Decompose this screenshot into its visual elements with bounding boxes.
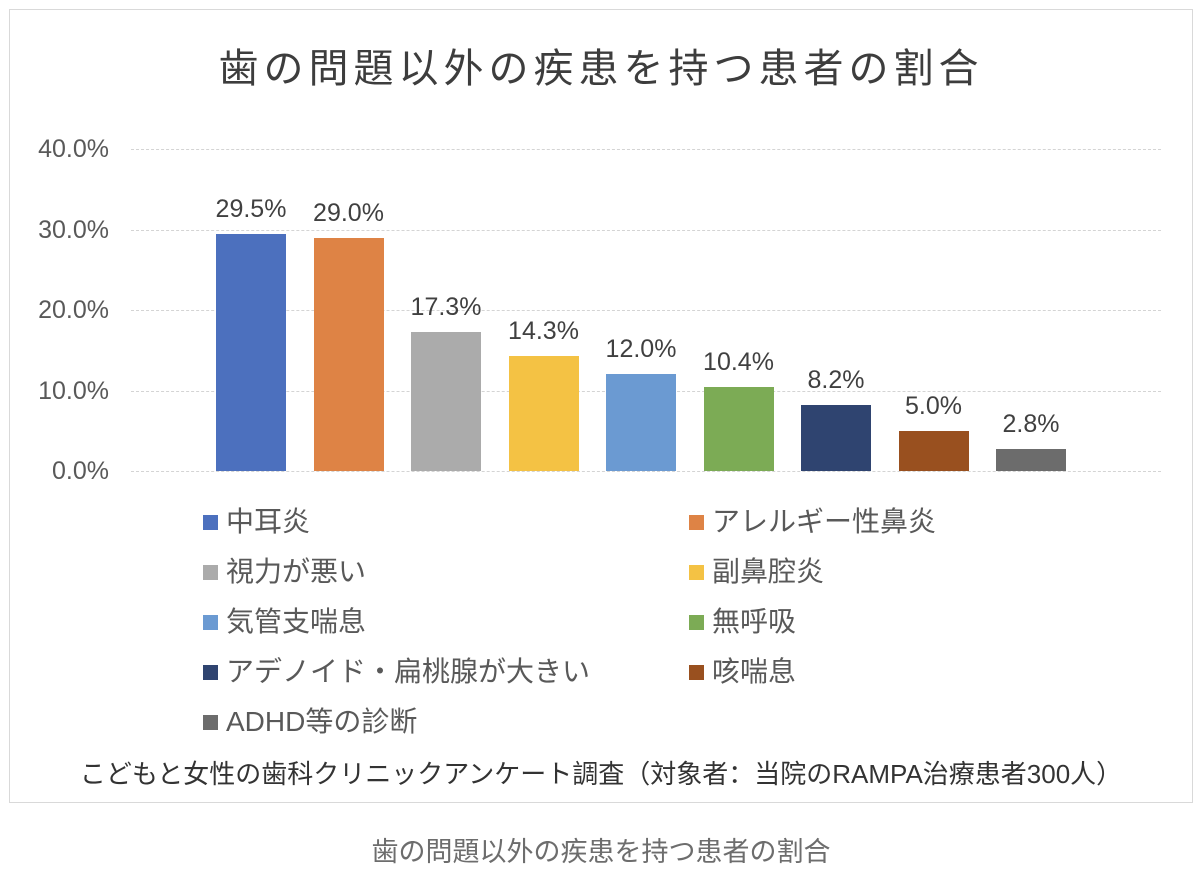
legend: 中耳炎 アレルギー性鼻炎視力が悪い 副鼻腔炎気管支喘息 無呼吸アデノイド・扁桃腺が大き…	[203, 497, 1109, 747]
gridline	[131, 310, 1161, 311]
legend-item: 視力が悪い	[203, 558, 689, 586]
legend-swatch-icon	[689, 564, 704, 580]
bar-視力が悪い	[411, 331, 481, 471]
bar-咳喘息	[898, 430, 969, 471]
bar-アレルギー性鼻炎	[313, 237, 384, 471]
legend-label: 咳喘息	[712, 656, 797, 687]
legend-swatch-icon	[203, 664, 218, 680]
legend-item: ADHD等の診断	[203, 708, 689, 736]
legend-swatch-icon	[203, 614, 218, 630]
gridline	[131, 149, 1161, 150]
legend-label: 視力が悪い	[226, 556, 367, 587]
legend-swatch-icon	[203, 514, 218, 530]
legend-swatch-icon	[689, 614, 704, 630]
bar-value-label: 12.0%	[605, 335, 677, 364]
legend-item: 気管支喘息	[203, 608, 689, 636]
legend-label: アデノイド・扁桃腺が大きい	[226, 656, 591, 687]
y-tick-label: 0.0%	[52, 457, 109, 485]
legend-label: 中耳炎	[226, 506, 311, 537]
legend-label: アレルギー性鼻炎	[712, 506, 937, 537]
bar-value-label: 14.3%	[508, 316, 579, 345]
bar-副鼻腔炎	[508, 355, 579, 471]
legend-swatch-icon	[203, 564, 218, 580]
legend-swatch-icon	[203, 714, 218, 730]
bar-中耳炎	[216, 233, 286, 471]
gridline	[131, 229, 1161, 231]
bar-アデノイド・扁桃腺が大きい	[801, 405, 871, 471]
bar-value-label: 8.2%	[807, 366, 865, 394]
bar-value-label: 2.8%	[1002, 409, 1060, 438]
legend-item: 咳喘息	[689, 658, 1109, 686]
bar-value-label: 5.0%	[905, 391, 962, 420]
y-tick-label: 20.0%	[38, 296, 109, 324]
legend-label: 気管支喘息	[226, 606, 367, 637]
legend-label: ADHD等の診断	[226, 706, 418, 737]
chart-caption: 歯の問題以外の疾患を持つ患者の割合	[371, 837, 831, 867]
legend-swatch-icon	[689, 664, 704, 680]
bar-chart-frame: 歯の問題以外の疾患を持つ患者の割合 40.0% 30.0% 20.0% 10.0% 0.…	[9, 9, 1193, 803]
legend-item: 副鼻腔炎	[689, 558, 1109, 586]
bar-value-label: 29.5%	[215, 194, 287, 223]
bar-value-label: 10.4%	[703, 348, 774, 377]
bar-気管支喘息	[606, 374, 676, 471]
legend-label: 副鼻腔炎	[712, 556, 825, 587]
legend-item: アレルギー性鼻炎	[689, 508, 1109, 536]
footnote: こどもと女性の歯科クリニックアンケート調査（対象者：当院のRAMPA治療患者30…	[79, 759, 1123, 789]
bar-ADHD等の診断	[996, 448, 1066, 471]
bar-value-label: 17.3%	[410, 292, 482, 321]
y-tick-label: 40.0%	[38, 135, 109, 163]
legend-label: 無呼吸	[712, 606, 797, 637]
gridline	[131, 471, 1161, 472]
chart-title: 歯の問題以外の疾患を持つ患者の割合	[218, 47, 984, 91]
y-tick-label: 30.0%	[38, 215, 109, 244]
legend-item: アデノイド・扁桃腺が大きい	[203, 658, 689, 686]
legend-item: 無呼吸	[689, 608, 1109, 636]
y-tick-label: 10.0%	[38, 376, 109, 405]
legend-swatch-icon	[689, 514, 704, 530]
bar-無呼吸	[703, 387, 774, 471]
legend-item: 中耳炎	[203, 508, 689, 536]
plot-area: 40.0% 30.0% 20.0% 10.0% 0.0% 29.5% 29.0% 17.3%…	[38, 135, 1161, 485]
bar-value-label: 29.0%	[313, 198, 384, 227]
